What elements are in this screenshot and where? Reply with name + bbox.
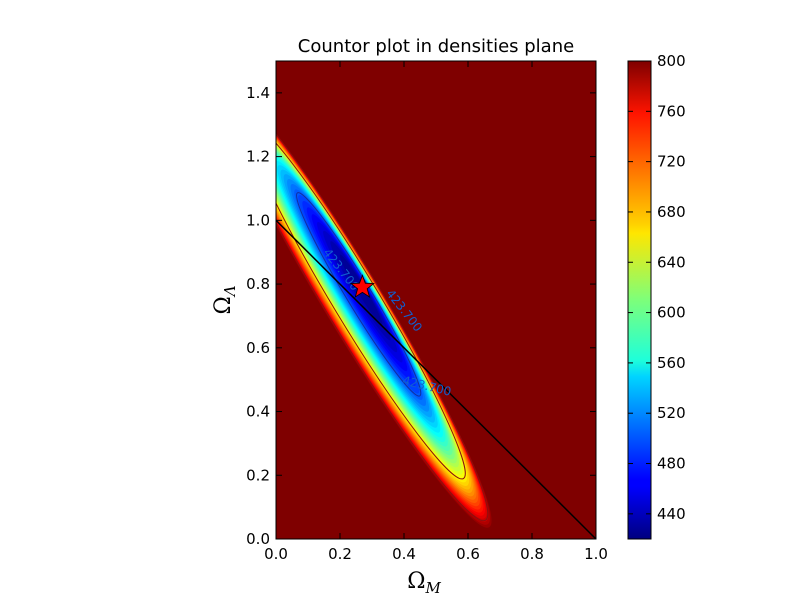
x-tick-label: 0.4 (392, 545, 416, 563)
y-tick-label: 1.2 (246, 148, 270, 166)
x-axis-ticks: 0.0 0.2 0.4 0.6 0.8 1.0 (264, 61, 608, 563)
contour-line (276, 83, 489, 522)
y-axis-label: ΩΛ (211, 285, 239, 314)
y-tick-label: 0.8 (246, 275, 270, 293)
x-tick-label: 0.0 (264, 545, 288, 563)
x-tick-label: 0.6 (456, 545, 480, 563)
y-tick-label: 0.2 (246, 466, 270, 484)
colorbar-tick-label: 800 (657, 52, 686, 70)
colorbar-tick-label: 560 (657, 354, 686, 372)
contour-line (276, 120, 466, 480)
colorbar-tick-label: 480 (657, 455, 686, 473)
y-tick-label: 0.4 (246, 403, 270, 421)
contour-lines (276, 83, 489, 522)
colorbar-tick-label: 720 (657, 153, 686, 171)
y-tick-label: 1.4 (246, 84, 270, 102)
contour-line (296, 192, 422, 397)
best-fit-star-marker (349, 274, 375, 298)
x-axis-label: ΩM (407, 569, 441, 597)
chart-title: Countor plot in densities plane (298, 36, 574, 57)
y-axis-label-sub: Λ (221, 285, 239, 298)
x-axis-label-sub: M (424, 579, 441, 597)
colorbar-tick-label: 440 (657, 505, 686, 523)
density-field (276, 75, 494, 531)
colorbar-tick-label: 640 (657, 253, 686, 271)
plot-frame (275, 60, 597, 540)
x-axis-label-main: Ω (407, 569, 425, 594)
x-tick-label: 1.0 (584, 545, 608, 563)
x-tick-label: 0.2 (328, 545, 352, 563)
y-tick-label: 1.0 (246, 211, 270, 229)
flat-universe-line (276, 219, 596, 539)
colorbar-tick-label: 760 (657, 102, 686, 120)
y-axis-label-main: Ω (211, 296, 236, 314)
colorbar-tick-label: 680 (657, 203, 686, 221)
plot-area (276, 61, 596, 539)
colorbar-tick-label: 600 (657, 304, 686, 322)
colorbar-tick-label: 520 (657, 404, 686, 422)
colorbar (627, 60, 652, 540)
x-tick-label: 0.8 (520, 545, 544, 563)
colorbar-ticks: 440 480 520 560 600 640 680 720 760 800 (628, 52, 686, 523)
y-tick-label: 0.6 (246, 339, 270, 357)
y-tick-label: 0.0 (246, 530, 270, 548)
y-axis-ticks: 0.0 0.2 0.4 0.6 0.8 1.0 1.2 1.4 (246, 84, 596, 548)
